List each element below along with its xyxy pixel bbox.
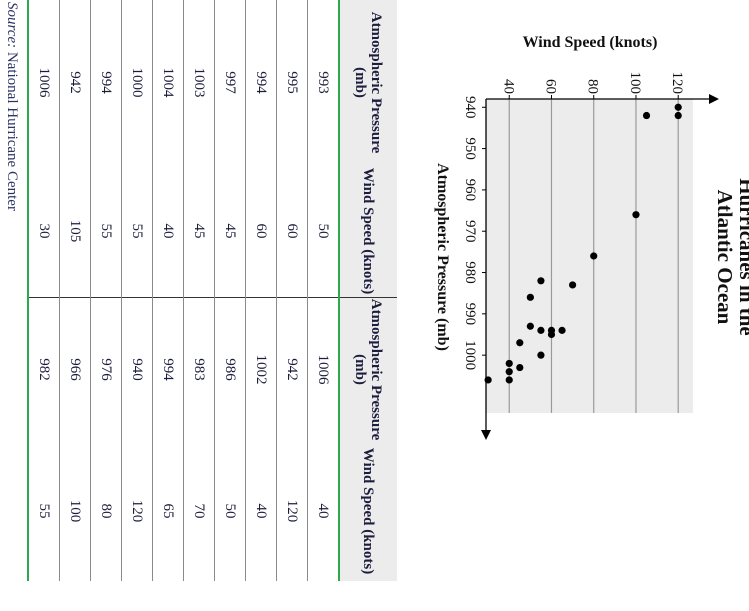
x-axis-arrow-icon	[481, 430, 491, 440]
plot-background	[486, 99, 693, 413]
wind-cell: 45	[183, 165, 215, 298]
pressure-cell: 1000	[121, 0, 153, 165]
y-tick-label: 80	[585, 79, 601, 94]
y-axis-arrow-icon	[709, 94, 719, 104]
header-pressure-1: Atmospheric Pressure (mb)	[339, 0, 397, 165]
wind-cell: 30	[28, 165, 60, 298]
wind-cell: 55	[28, 441, 60, 581]
data-point	[558, 326, 566, 334]
wind-cell: 50	[214, 441, 246, 581]
y-tick-label: 40	[500, 79, 516, 94]
data-point	[484, 376, 492, 384]
pressure-cell: 966	[59, 297, 91, 441]
wind-cell: 55	[90, 165, 122, 298]
table-row: 995 60 942 120	[276, 0, 308, 581]
pressure-cell: 942	[59, 0, 91, 165]
pressure-cell: 995	[276, 0, 308, 165]
source-text: National Hurricane Center	[4, 48, 20, 211]
x-tick-label: 940	[462, 96, 478, 119]
data-point	[537, 326, 545, 334]
table-row: 994 55 976 80	[90, 0, 122, 581]
data-point	[632, 211, 640, 219]
wind-cell: 40	[245, 441, 277, 581]
table-header-row: Atmospheric Pressure (mb) Wind Speed (kn…	[339, 0, 397, 581]
table-row: 994 60 1002 40	[245, 0, 277, 581]
table-row: 1000 55 940 120	[121, 0, 153, 581]
x-tick-label: 970	[462, 220, 478, 243]
pressure-cell: 997	[214, 0, 246, 165]
wind-cell: 45	[214, 165, 246, 298]
data-table: Atmospheric Pressure (mb) Wind Speed (kn…	[27, 0, 397, 581]
pressure-cell: 986	[214, 297, 246, 441]
pressure-cell: 1006	[28, 0, 60, 165]
data-point	[505, 368, 513, 376]
wind-cell: 120	[276, 441, 308, 581]
x-axis-label: Atmospheric Pressure (mb)	[434, 163, 451, 351]
data-point	[516, 363, 524, 372]
pressure-cell: 983	[183, 297, 215, 441]
data-point	[505, 376, 513, 384]
wind-cell: 55	[121, 165, 153, 298]
x-tick-label: 960	[462, 179, 478, 202]
pressure-cell: 1006	[307, 297, 339, 441]
table-row: 1004 40 994 65	[152, 0, 184, 581]
wind-cell: 105	[59, 165, 91, 298]
wind-cell: 120	[121, 441, 153, 581]
y-tick-label: 100	[627, 72, 643, 95]
data-point	[674, 111, 682, 120]
data-point	[569, 281, 577, 289]
source-label: Source:	[4, 2, 20, 49]
header-pressure-2: Atmospheric Pressure (mb)	[339, 297, 397, 441]
header-wind-1: Wind Speed (knots)	[339, 165, 397, 298]
wind-cell: 70	[183, 441, 215, 581]
y-axis-label: Wind Speed (knots)	[522, 34, 658, 51]
pressure-cell: 976	[90, 297, 122, 441]
x-tick-label: 980	[462, 261, 478, 284]
wind-cell: 60	[276, 165, 308, 298]
y-tick-label: 120	[669, 72, 685, 95]
y-tick-label: 60	[542, 79, 558, 94]
table-row: 997 45 986 50	[214, 0, 246, 581]
data-point	[526, 322, 534, 330]
pressure-cell: 993	[307, 0, 339, 165]
table-row: 1003 45 983 70	[183, 0, 215, 581]
table-row: 942 105 966 100	[59, 0, 91, 581]
source-note: Source: National Hurricane Center	[3, 2, 20, 211]
wind-cell: 60	[245, 165, 277, 298]
pressure-cell: 982	[28, 297, 60, 441]
data-point	[642, 111, 651, 120]
header-wind-2: Wind Speed (knots)	[339, 441, 397, 581]
data-point	[674, 103, 682, 111]
wind-cell: 65	[152, 441, 184, 581]
data-point	[537, 351, 545, 359]
pressure-cell: 1002	[245, 297, 277, 441]
x-tick-label: 1000	[462, 340, 478, 370]
pressure-cell: 1003	[183, 0, 215, 165]
pressure-cell: 942	[276, 297, 308, 441]
pressure-cell: 1004	[152, 0, 184, 165]
pressure-cell: 994	[245, 0, 277, 165]
data-point	[537, 277, 545, 285]
wind-cell: 50	[307, 165, 339, 298]
x-tick-label: 950	[462, 137, 478, 160]
pressure-cell: 994	[152, 297, 184, 441]
wind-cell: 100	[59, 441, 91, 581]
x-tick-label: 990	[462, 303, 478, 326]
pressure-cell: 940	[121, 297, 153, 441]
data-point	[516, 339, 524, 347]
data-point	[547, 326, 556, 334]
wind-cell: 40	[307, 441, 339, 581]
wind-cell: 40	[152, 165, 184, 298]
table-row: 993 50 1006 40	[307, 0, 339, 581]
data-point	[505, 359, 513, 368]
scatter-plot: 40 60 80 100 120 940 950 960 970 980 990 1000	[462, 72, 719, 440]
wind-cell: 80	[90, 441, 122, 581]
data-point	[590, 252, 598, 260]
pressure-cell: 994	[90, 0, 122, 165]
data-point	[526, 293, 534, 301]
table-row: 1006 30 982 55	[28, 0, 60, 581]
